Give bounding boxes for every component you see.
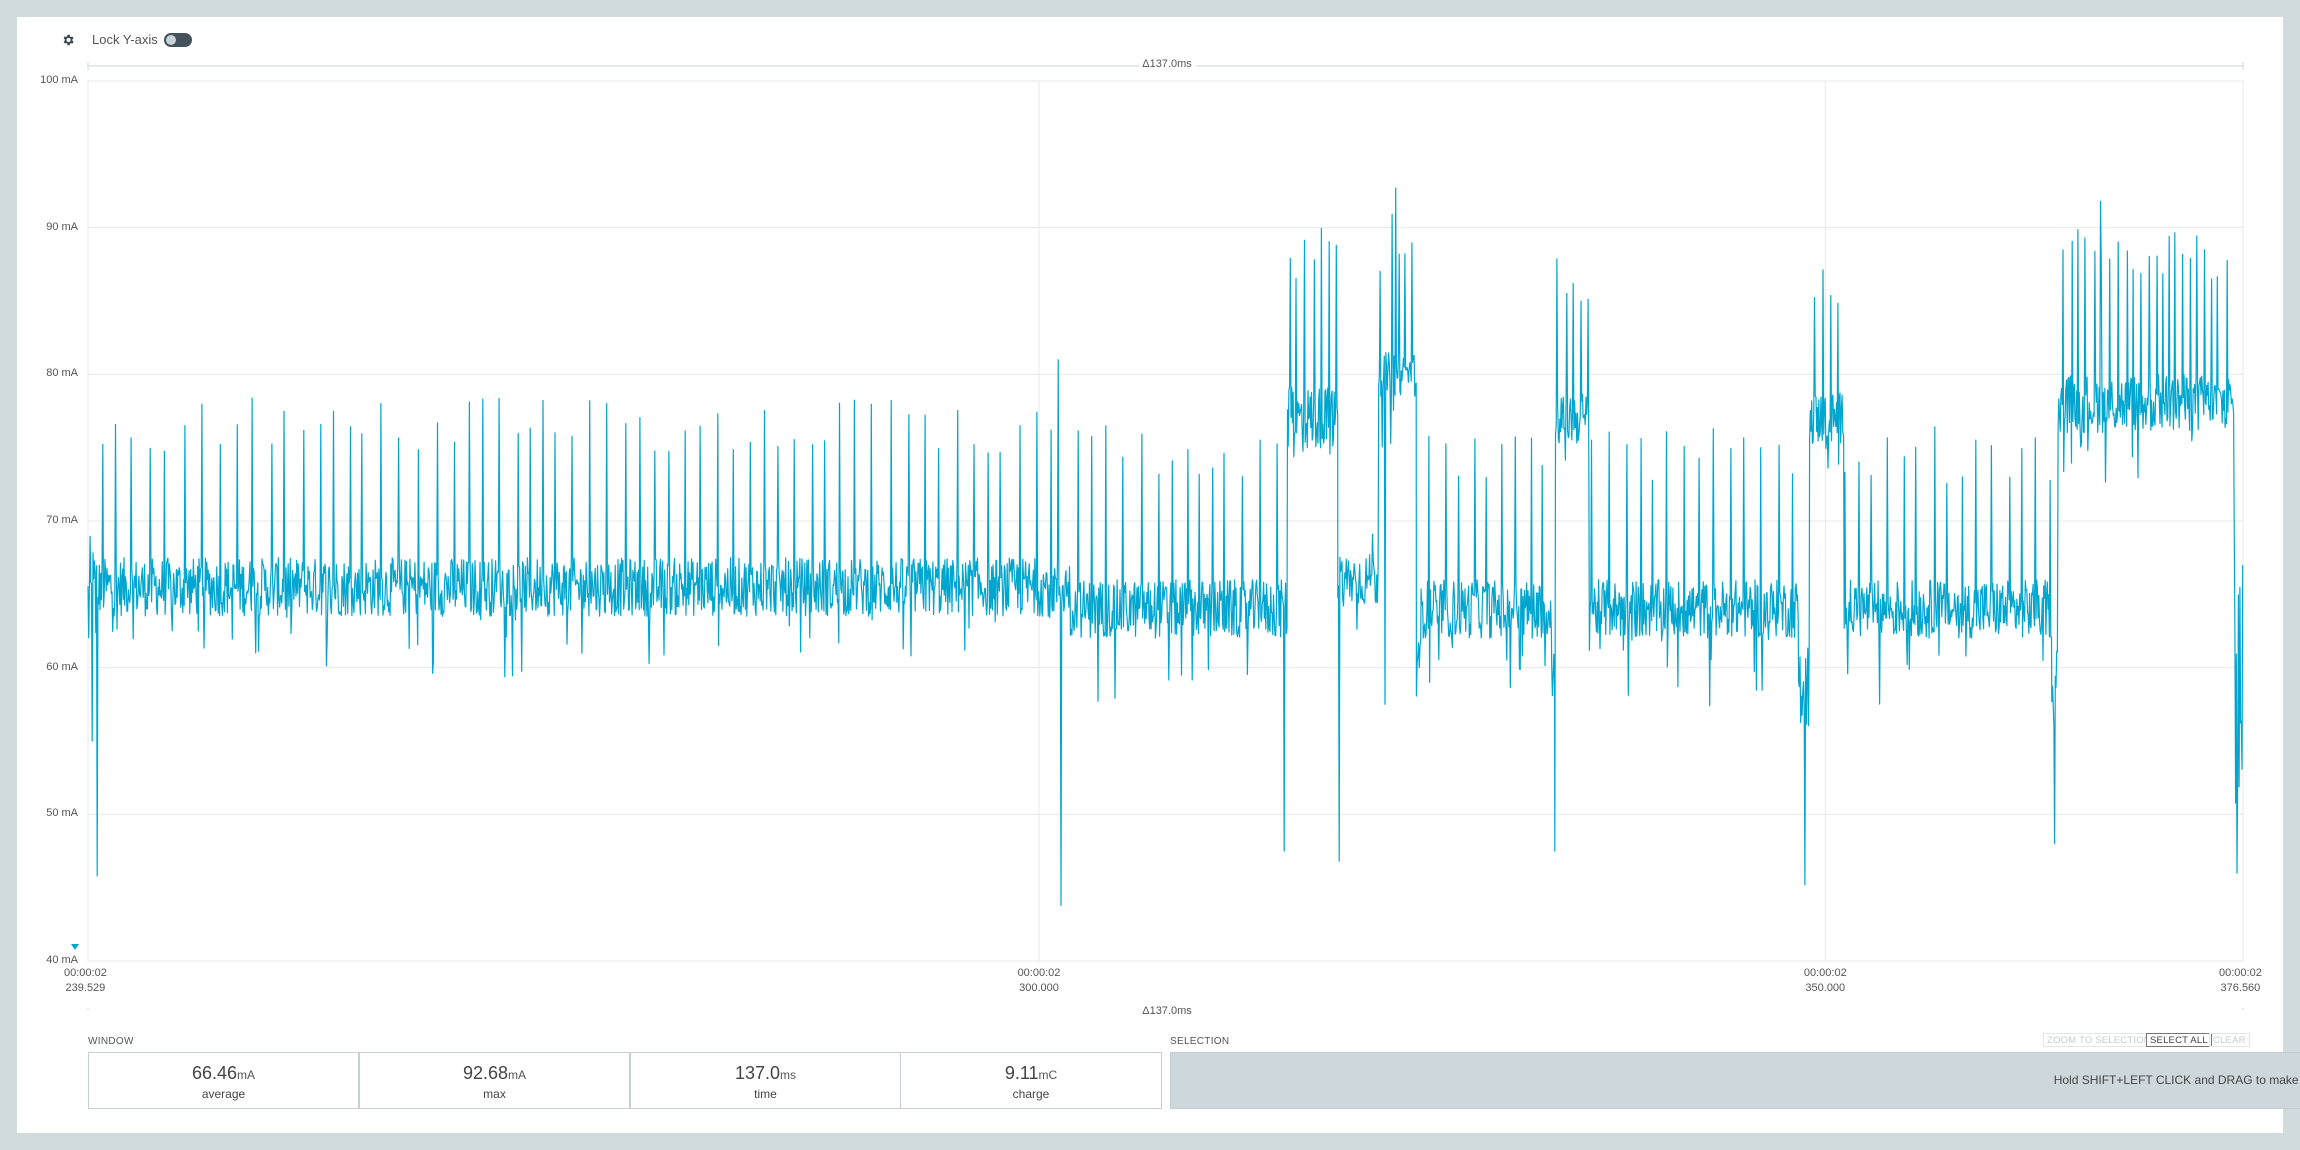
stat-max: 92.68mA max — [359, 1052, 630, 1109]
clear-selection-button[interactable]: CLEAR — [2209, 1033, 2250, 1047]
y-tick-label: 70 mA — [46, 514, 78, 526]
delta-brackets — [87, 62, 2244, 1010]
stat-time: 137.0ms time — [630, 1052, 901, 1109]
delta-bottom-label: Δ137.0ms — [1139, 1005, 1195, 1017]
y-tick-label: 40 mA — [46, 954, 78, 966]
select-all-button[interactable]: SELECT ALL — [2146, 1033, 2212, 1047]
stat-value: 137.0ms — [734, 1063, 797, 1083]
stat-value: 66.46mA — [191, 1063, 256, 1083]
gear-icon[interactable] — [61, 33, 75, 47]
y-tick-label: 80 mA — [46, 367, 78, 380]
zoom-to-selection-button[interactable]: ZOOM TO SELECTION — [2043, 1033, 2155, 1047]
stat-label: max — [483, 1087, 506, 1101]
y-tick-label: 90 mA — [46, 220, 78, 233]
stat-value: 9.11mC — [1004, 1063, 1058, 1083]
stat-value: 92.68mA — [462, 1063, 527, 1083]
selection-area[interactable]: Hold SHIFT+LEFT CLICK and DRAG to make a… — [1170, 1052, 2300, 1109]
lock-y-axis-label: Lock Y-axis — [92, 32, 158, 47]
lock-y-axis-toggle[interactable] — [164, 33, 192, 47]
x-tick-label: 00:00:02 376.560 — [2219, 967, 2262, 994]
stat-label: average — [201, 1087, 246, 1101]
trigger-marker-icon — [71, 944, 79, 950]
x-tick-label: 00:00:02 239.529 — [64, 967, 107, 994]
toggle-knob — [166, 35, 176, 45]
stat-label: charge — [1012, 1087, 1050, 1101]
x-tick-label: 00:00:02 300.000 — [1017, 967, 1061, 994]
y-tick-label: 50 mA — [46, 807, 78, 820]
chart-grid — [87, 80, 2244, 962]
current-trace — [87, 187, 2244, 906]
stat-label: time — [754, 1087, 777, 1101]
stat-charge: 9.11mC charge — [900, 1052, 1162, 1109]
selection-section-label: SELECTION — [1170, 1036, 1230, 1047]
window-section-label: WINDOW — [88, 1036, 134, 1047]
current-chart[interactable] — [0, 0, 2300, 1010]
stat-average: 66.46mA average — [88, 1052, 359, 1109]
delta-top-label: Δ137.0ms — [1139, 58, 1195, 70]
x-tick-label: 00:00:02 350.000 — [1803, 967, 1847, 994]
selection-hint: Hold SHIFT+LEFT CLICK and DRAG to make a… — [2053, 1073, 2300, 1087]
y-tick-label: 100 mA — [40, 74, 78, 86]
y-tick-label: 60 mA — [46, 660, 78, 673]
